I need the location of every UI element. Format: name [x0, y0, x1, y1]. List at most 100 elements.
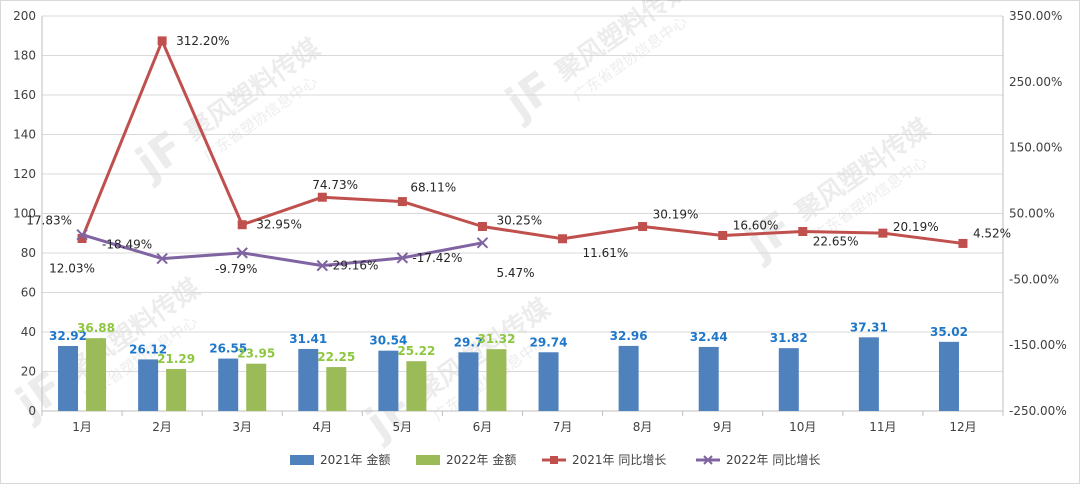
bar-data-label: 32.44 — [690, 330, 728, 344]
line-data-label: 11.61% — [583, 246, 629, 260]
bar — [618, 345, 639, 411]
bar — [406, 361, 427, 411]
y-left-tick-label: 100 — [13, 207, 36, 221]
y-left-tick-label: 20 — [21, 365, 36, 379]
line-marker-square — [558, 234, 568, 244]
y-left-tick-label: 40 — [21, 325, 36, 339]
line-data-label: 12.03% — [49, 261, 95, 275]
y-left-tick-label: 80 — [21, 246, 36, 260]
y-right-tick-label: 150.00% — [1009, 141, 1062, 155]
bar — [218, 358, 239, 411]
x-tick-label: 9月 — [713, 420, 733, 434]
line-marker-square — [718, 230, 728, 240]
line-marker-x — [316, 259, 328, 272]
series-line — [80, 39, 964, 245]
line-data-label: 16.60% — [733, 218, 779, 232]
bar — [938, 341, 959, 411]
line-data-label: 32.95% — [256, 218, 302, 232]
bar — [166, 368, 187, 411]
bar-data-label: 32.96 — [610, 329, 648, 343]
y-left-tick-label: 60 — [21, 286, 36, 300]
bar-data-label: 26.12 — [129, 342, 167, 356]
line-data-label: 30.19% — [653, 208, 699, 222]
bar-data-label: 21.29 — [157, 352, 195, 366]
legend-label: 2022年 同比增长 — [726, 453, 820, 467]
line-data-label: 20.19% — [893, 220, 939, 234]
legend-swatch-bar — [416, 455, 440, 465]
y-left-tick-label: 160 — [13, 88, 36, 102]
bar-data-label: 35.02 — [930, 325, 968, 339]
bar-data-label: 23.95 — [237, 347, 275, 361]
legend-item: 2021年 同比增长 — [542, 453, 666, 467]
bar — [86, 338, 107, 411]
line-marker-x — [476, 237, 489, 249]
bar-data-label: 26.55 — [209, 342, 247, 356]
line-marker-square — [878, 228, 888, 238]
y-right-tick-label: 50.00% — [1009, 207, 1055, 221]
line-data-label: 74.73% — [312, 178, 358, 192]
bar-data-label: 37.31 — [850, 320, 888, 334]
line-marker-square — [237, 220, 247, 230]
y-right-tick-label: -50.00% — [1009, 272, 1059, 286]
bar — [298, 348, 319, 411]
line-data-label: 68.11% — [410, 181, 456, 195]
legend-item: 2022年 金额 — [416, 452, 516, 467]
x-tick-label: 11月 — [869, 420, 896, 434]
bar-series — [58, 337, 959, 411]
bar — [458, 352, 479, 411]
legend-label: 2021年 金额 — [320, 452, 390, 467]
line-marker-x — [236, 247, 248, 259]
bar — [326, 367, 347, 411]
line-marker-x — [156, 252, 168, 265]
x-tick-label: 2月 — [152, 420, 172, 434]
bar-data-label: 25.22 — [397, 344, 435, 358]
legend-item: 2022年 同比增长 — [696, 453, 820, 467]
x-tick-label: 8月 — [633, 420, 653, 434]
bar — [538, 352, 559, 411]
y-right-tick-label: -250.00% — [1009, 404, 1067, 418]
x-tick-label: 5月 — [393, 420, 413, 434]
legend-label: 2022年 金额 — [446, 452, 516, 467]
data-labels: 32.92 26.12 26.55 31.41 30.54 29.7 29.74 32.96 3… — [26, 34, 1011, 366]
line-data-label: 30.25% — [496, 214, 542, 228]
bar-data-label: 36.88 — [77, 321, 115, 335]
bar-data-label: 30.54 — [369, 334, 407, 348]
line-data-label: -18.49% — [102, 238, 152, 252]
bar — [698, 346, 719, 411]
y-right-tick-label: 250.00% — [1009, 75, 1062, 89]
x-tick-label: 6月 — [473, 420, 493, 434]
line-marker-square — [477, 222, 487, 232]
y-left-tick-label: 200 — [13, 9, 36, 23]
legend-swatch-bar — [290, 455, 314, 465]
line-marker-square — [157, 36, 167, 46]
line-series — [76, 36, 968, 272]
x-tick-label: 7月 — [553, 420, 573, 434]
y-left-tick-label: 140 — [13, 128, 36, 142]
y-right-tick-label: 350.00% — [1009, 9, 1062, 23]
bar — [138, 359, 159, 411]
line-data-label: 17.83% — [26, 214, 72, 228]
y-left-tick-label: 180 — [13, 49, 36, 63]
x-tick-label: 4月 — [312, 420, 332, 434]
legend: 2021年 金额 2022年 金额 2021年 同比增长 2022年 同比增长 — [290, 452, 820, 467]
line-data-label: -9.79% — [215, 262, 257, 276]
legend-marker-x — [703, 455, 713, 465]
bar — [486, 349, 507, 411]
y-right-tick-label: -150.00% — [1009, 338, 1067, 352]
y-left-tick-label: 0 — [28, 404, 36, 418]
line-data-label: 5.47% — [496, 266, 534, 280]
x-tick-label: 10月 — [789, 420, 816, 434]
line-marker-square — [798, 227, 808, 237]
line-data-label: -29.16% — [328, 259, 378, 273]
axes: 0 20 40 60 80 100 120 140 160 180 200 -250.00% -150.… — [13, 9, 1067, 434]
bar-data-label: 31.41 — [289, 332, 327, 346]
bar-data-label: 29.7 — [454, 335, 484, 349]
bar-data-label: 29.74 — [530, 335, 568, 349]
bar — [778, 348, 799, 411]
legend-label: 2021年 同比增长 — [572, 453, 666, 467]
bar — [58, 345, 79, 411]
legend-marker-square — [550, 456, 558, 464]
y-left-tick-label: 120 — [13, 167, 36, 181]
bar-data-label: 22.25 — [317, 350, 355, 364]
